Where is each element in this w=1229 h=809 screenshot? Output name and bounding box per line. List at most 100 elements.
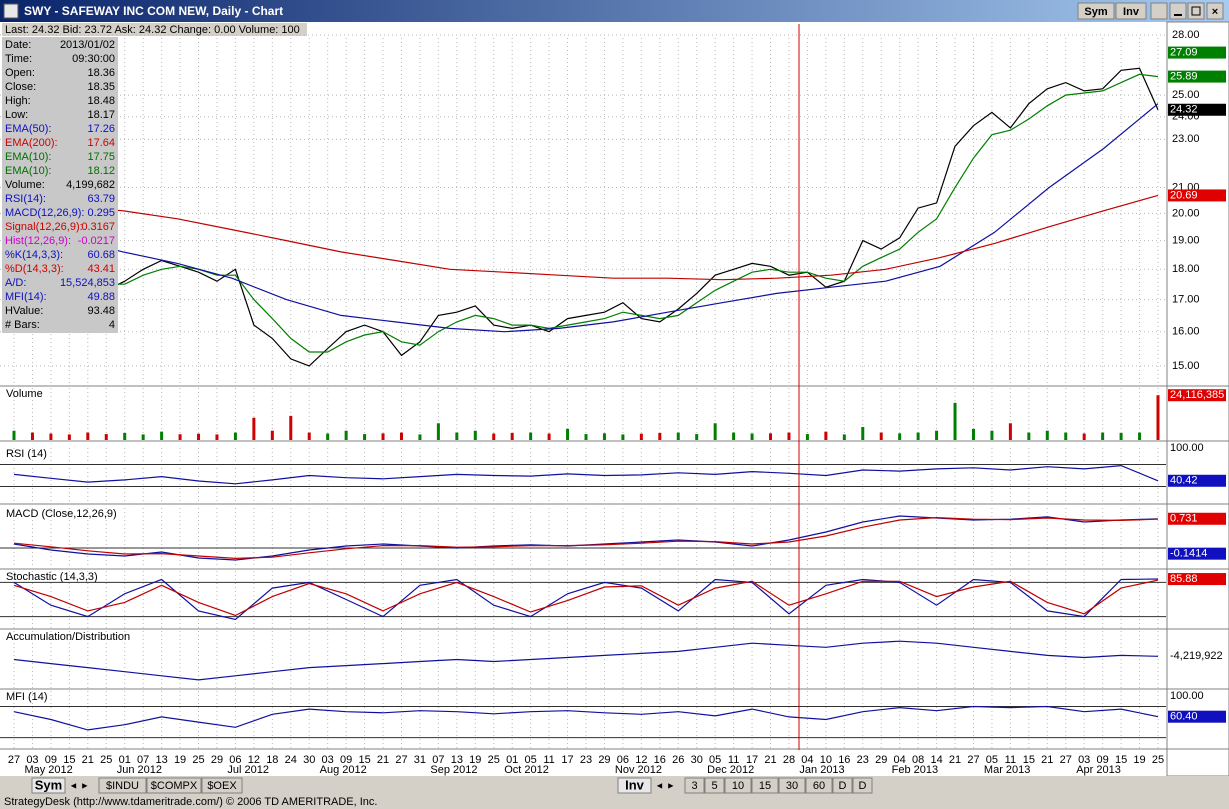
tab-arrows[interactable]: ◄ ► [69, 780, 89, 790]
info-value: 15,524,853 [60, 277, 115, 289]
indicator-line [13, 103, 1159, 333]
info-label: RSI(14): [5, 193, 46, 205]
volume-bar [1119, 432, 1123, 440]
date-label: 12 [635, 754, 647, 766]
tab[interactable] [778, 777, 806, 794]
panel-label: Stochastic (14,3,3) [6, 571, 98, 583]
volume-bar [529, 432, 533, 440]
volume-bar [861, 427, 865, 440]
popout-button[interactable] [1150, 2, 1168, 20]
info-value: 09:30:00 [72, 53, 115, 65]
tab-label[interactable]: D [839, 780, 847, 792]
value-badge-label: 100.00 [1170, 442, 1204, 454]
tab-label[interactable]: $COMPX [151, 780, 198, 792]
date-label: 25 [192, 754, 204, 766]
tab[interactable] [724, 777, 752, 794]
volume-bar [363, 434, 367, 440]
tab-label[interactable]: D [859, 780, 867, 792]
date-label: 23 [857, 754, 869, 766]
tab-label[interactable]: Sym [35, 777, 62, 792]
info-value: 18.17 [87, 109, 115, 121]
indicator-line [13, 578, 1159, 621]
date-label: 27 [967, 754, 979, 766]
date-label: 17 [746, 754, 758, 766]
date-label: 18 [266, 754, 278, 766]
volume-bar [49, 433, 53, 440]
status-text: StrategyDesk (http://www.tdameritrade.co… [4, 796, 377, 808]
date-label: 05 [986, 754, 998, 766]
value-badge-label: 100.00 [1170, 690, 1204, 702]
date-label: 03 [26, 754, 38, 766]
date-label: 05 [525, 754, 537, 766]
info-value: 18.36 [87, 67, 115, 79]
inv-button-label[interactable]: Inv [1123, 6, 1140, 18]
tab-label[interactable]: 30 [786, 780, 798, 792]
inv-button[interactable] [1115, 2, 1147, 20]
info-label: EMA(50): [5, 123, 51, 135]
indicator-line [13, 640, 1159, 681]
value-badge-label: 40.42 [1170, 475, 1198, 487]
tab[interactable] [684, 777, 705, 794]
date-label: 26 [672, 754, 684, 766]
date-label: 01 [119, 754, 131, 766]
tab-label[interactable]: 15 [759, 780, 771, 792]
volume-bar [12, 430, 16, 440]
sym-button-label[interactable]: Sym [1084, 6, 1107, 18]
tab[interactable] [31, 777, 66, 794]
volume-bar [953, 402, 957, 440]
volume-bar [990, 430, 994, 440]
volume-bar [381, 433, 385, 440]
tab[interactable] [805, 777, 833, 794]
sym-button[interactable] [1077, 2, 1115, 20]
tab[interactable] [617, 777, 652, 794]
maximize-button[interactable] [1187, 2, 1205, 20]
value-badge-label: 24.32 [1170, 104, 1198, 116]
volume-bar [824, 431, 828, 440]
tab-label[interactable]: Inv [625, 777, 645, 792]
y-tick-label: 20.00 [1172, 207, 1200, 219]
tab-label[interactable]: 10 [732, 780, 744, 792]
volume-bar [436, 423, 440, 440]
volume-bar [1156, 395, 1160, 440]
tab[interactable] [98, 777, 147, 794]
indicator-line [13, 67, 1159, 367]
date-label: 28 [783, 754, 795, 766]
date-label: 24 [285, 754, 297, 766]
volume-bar [233, 432, 237, 440]
value-badge [1168, 547, 1226, 560]
volume-bar [769, 433, 773, 440]
volume-bar [326, 433, 330, 440]
volume-bar [510, 432, 514, 440]
volume-bar [86, 432, 90, 440]
volume-bar [695, 434, 699, 440]
minimize-button[interactable] [1169, 2, 1187, 20]
volume-bar [602, 433, 606, 440]
info-label: EMA(10): [5, 165, 51, 177]
volume-bar [750, 433, 754, 440]
tab-label[interactable]: 60 [813, 780, 825, 792]
volume-bar [1045, 430, 1049, 440]
date-label: 04 [801, 754, 813, 766]
tab[interactable] [751, 777, 779, 794]
tab[interactable] [704, 777, 725, 794]
panel-label: MFI (14) [6, 691, 48, 703]
value-badge [1168, 46, 1226, 59]
tab-label[interactable]: 5 [711, 780, 717, 792]
value-badge-label: 20.69 [1170, 189, 1198, 201]
tab-label[interactable]: $INDU [106, 780, 139, 792]
close-button[interactable] [1206, 2, 1224, 20]
date-label: 11 [1005, 754, 1016, 766]
info-label: %K(14,3,3): [5, 249, 63, 261]
tab-label[interactable]: 3 [691, 780, 697, 792]
volume-bar [473, 430, 477, 440]
indicator-line [13, 516, 1159, 560]
tab[interactable] [146, 777, 202, 794]
tab-label[interactable]: $OEX [207, 780, 237, 792]
date-label: 06 [229, 754, 241, 766]
tab[interactable] [852, 777, 873, 794]
tab[interactable] [832, 777, 853, 794]
tab-arrows[interactable]: ◄ ► [655, 780, 675, 790]
tab[interactable] [201, 777, 243, 794]
date-label: 08 [912, 754, 924, 766]
